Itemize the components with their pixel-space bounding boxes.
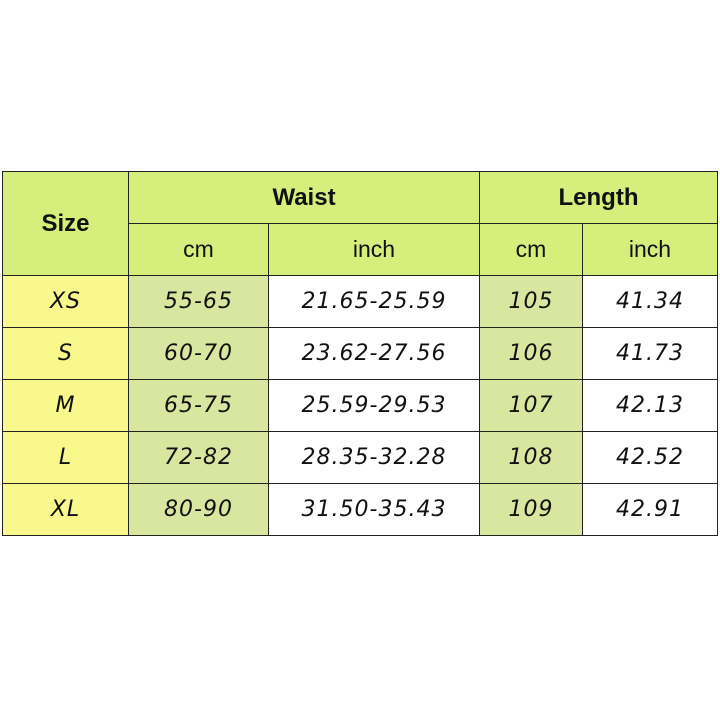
table-row: XL 80-90 31.50-35.43 109 42.91 <box>2 483 719 536</box>
cell-size: M <box>2 379 129 432</box>
cell-size: L <box>2 431 129 484</box>
cell-waist-inch: 21.65-25.59 <box>268 275 480 328</box>
size-chart-table: Size Waist Length cm inch cm inch XS 55-6… <box>2 171 719 536</box>
header-size: Size <box>2 171 129 276</box>
cell-waist-inch: 28.35-32.28 <box>268 431 480 484</box>
cell-length-cm: 107 <box>479 379 583 432</box>
cell-waist-cm: 60-70 <box>128 327 269 380</box>
cell-waist-cm: 80-90 <box>128 483 269 536</box>
cell-length-cm: 108 <box>479 431 583 484</box>
cell-length-inch: 42.52 <box>581 431 719 484</box>
cell-waist-inch: 23.62-27.56 <box>268 327 480 380</box>
table-row: XS 55-65 21.65-25.59 105 41.34 <box>2 275 719 328</box>
table-row: M 65-75 25.59-29.53 107 42.13 <box>2 379 719 432</box>
header-waist-inch: inch <box>268 223 480 276</box>
cell-length-inch: 41.34 <box>581 275 719 328</box>
cell-length-inch: 41.73 <box>581 327 719 380</box>
table-row: S 60-70 23.62-27.56 106 41.73 <box>2 327 719 380</box>
header-waist-cm: cm <box>128 223 269 276</box>
header-length-inch: inch <box>581 223 719 276</box>
cell-length-cm: 109 <box>479 483 583 536</box>
cell-waist-inch: 25.59-29.53 <box>268 379 480 432</box>
cell-waist-cm: 65-75 <box>128 379 269 432</box>
cell-length-cm: 106 <box>479 327 583 380</box>
cell-waist-cm: 72-82 <box>128 431 269 484</box>
header-waist: Waist <box>128 171 480 224</box>
cell-waist-inch: 31.50-35.43 <box>268 483 480 536</box>
cell-size: XL <box>2 483 129 536</box>
cell-length-cm: 105 <box>479 275 583 328</box>
table-row: L 72-82 28.35-32.28 108 42.52 <box>2 431 719 484</box>
cell-length-inch: 42.13 <box>581 379 719 432</box>
header-length-cm: cm <box>479 223 583 276</box>
cell-size: XS <box>2 275 129 328</box>
cell-size: S <box>2 327 129 380</box>
cell-waist-cm: 55-65 <box>128 275 269 328</box>
header-length: Length <box>478 171 719 224</box>
cell-length-inch: 42.91 <box>581 483 719 536</box>
